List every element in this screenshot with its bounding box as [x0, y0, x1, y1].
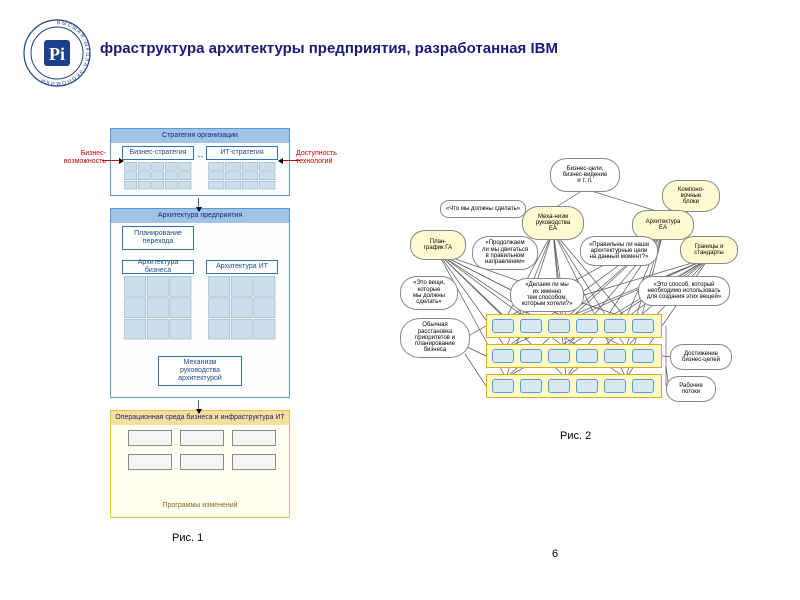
- box-mech: Механизмруководстваархитектурой: [158, 356, 242, 386]
- ext-label-biz-opp: Бизнес-возможность: [58, 150, 106, 165]
- flow-box: [492, 349, 514, 363]
- ops-thumb: [180, 454, 224, 470]
- ops-thumb: [128, 430, 172, 446]
- box-plan: Планированиеперехода: [122, 226, 194, 250]
- flow-box: [548, 379, 570, 393]
- box-arch-it: Архитектура ИТ: [206, 260, 278, 274]
- flow-box: [576, 319, 598, 333]
- cloud-c1: Бизнес-цели,бизнес-видениеи т. п.: [550, 158, 620, 192]
- panel-header: Стратегия организации: [111, 129, 289, 143]
- cloud-c10: «Это вещи,которыемы должнысделать»: [400, 276, 458, 310]
- diagram-2: Бизнес-цели,бизнес-видениеи т. п. «Что мы…: [370, 158, 750, 418]
- caption-2: Рис. 2: [560, 430, 591, 442]
- flow-box: [576, 349, 598, 363]
- flow-box: [548, 319, 570, 333]
- cloud-c3: План-график ГА: [410, 230, 466, 260]
- ext-label-tech: Доступностьтехнологий: [296, 150, 352, 165]
- page-number: 6: [552, 548, 558, 560]
- flow-box: [604, 379, 626, 393]
- cloud-c11: «Делаем ли мыих именнотем способом,котор…: [510, 278, 584, 312]
- flow-box: [492, 379, 514, 393]
- ops-thumb: [180, 430, 224, 446]
- cloud-c15: Достижениебизнес-целей: [670, 344, 732, 370]
- cloud-c6: Компоно-вочныеблоки: [662, 180, 720, 212]
- thumbnail: [208, 276, 276, 340]
- arrow-tech: [282, 160, 300, 161]
- flow-box: [492, 319, 514, 333]
- cloud-c8: «Правильны ли нашиархитектурные целина д…: [580, 236, 658, 266]
- flow-box: [576, 379, 598, 393]
- connector: [198, 400, 199, 410]
- cloud-c13: Обычнаярасстановкаприоритетов ипланирова…: [400, 318, 470, 358]
- svg-text:Рі: Рі: [49, 44, 65, 64]
- ops-thumb: [232, 430, 276, 446]
- ops-thumb: [232, 454, 276, 470]
- hse-logo: Рі В Ы С Ш А Я · Ш К О Л А · Э К О Н О М…: [22, 18, 92, 88]
- box-it-strat: ИТ-стратегия: [206, 146, 278, 160]
- flow-box: [632, 319, 654, 333]
- flow-box: [520, 349, 542, 363]
- diagram-1: Стратегия организацииАрхитектура предпри…: [110, 128, 290, 520]
- darrow: ↔: [196, 150, 205, 160]
- cloud-c5: «Продолжаемли мы двигатьсяв правильномна…: [472, 236, 538, 270]
- cloud-c2: «Что мы должны сделать»: [440, 200, 526, 218]
- cloud-c12: «Это способ, которыйнеобходимо использов…: [638, 276, 730, 306]
- page-title: фраструктура архитектуры предприятия, ра…: [100, 40, 558, 57]
- ops-thumb: [128, 454, 172, 470]
- flow-box: [520, 379, 542, 393]
- thumbnail: [124, 276, 192, 340]
- arrow-biz-opp: [102, 160, 120, 161]
- connector: [198, 198, 199, 208]
- flow-box: [520, 319, 542, 333]
- flow-box: [604, 349, 626, 363]
- thumbnail: [208, 162, 276, 190]
- flow-box: [548, 349, 570, 363]
- caption-1: Рис. 1: [172, 532, 203, 544]
- flow-box: [632, 379, 654, 393]
- ops-label: Программы изменений: [110, 502, 290, 510]
- cloud-c14: Рабочиепотоки: [666, 376, 716, 402]
- cloud-c9: Границы истандарты: [680, 236, 738, 264]
- box-biz-strat: Бизнес-стратегия: [122, 146, 194, 160]
- flow-box: [604, 319, 626, 333]
- flow-box: [632, 349, 654, 363]
- cloud-c4: Меха-низмруководстваEA: [522, 206, 584, 240]
- box-arch-biz: Архитектурабизнеса: [122, 260, 194, 274]
- thumbnail: [124, 162, 192, 190]
